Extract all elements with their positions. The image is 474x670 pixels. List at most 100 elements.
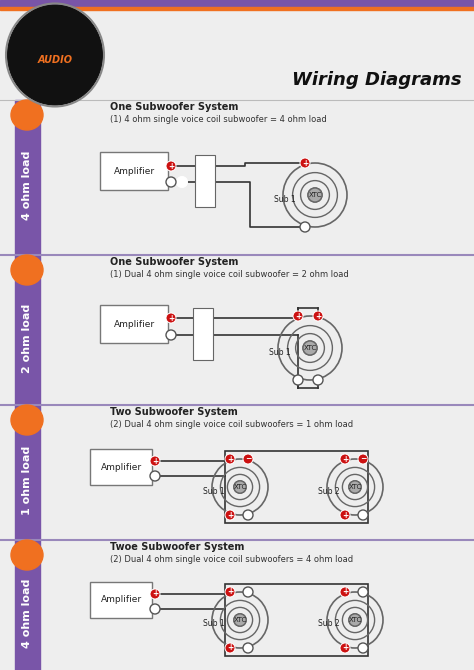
Circle shape xyxy=(340,587,350,597)
Text: +: + xyxy=(152,456,158,466)
Circle shape xyxy=(225,643,235,653)
Bar xyxy=(90,582,152,618)
Text: Amplifier: Amplifier xyxy=(100,596,142,604)
Text: Sub 2: Sub 2 xyxy=(318,486,339,496)
Bar xyxy=(100,152,168,190)
Text: +: + xyxy=(227,511,233,519)
Circle shape xyxy=(225,587,235,597)
Text: −: − xyxy=(302,222,308,232)
Circle shape xyxy=(313,375,323,385)
Text: +: + xyxy=(227,588,233,596)
Circle shape xyxy=(308,188,322,202)
Text: Sub 1: Sub 1 xyxy=(274,194,295,204)
Text: −: − xyxy=(245,588,251,596)
Circle shape xyxy=(300,222,310,232)
Text: Two Subwoofer System: Two Subwoofer System xyxy=(110,407,238,417)
Text: +: + xyxy=(342,643,348,653)
Text: −: − xyxy=(168,330,174,340)
Text: Sub 1: Sub 1 xyxy=(269,348,291,356)
Text: 2 ohm load: 2 ohm load xyxy=(22,304,32,373)
Circle shape xyxy=(166,313,176,323)
Bar xyxy=(100,305,168,343)
Text: 4 ohm load: 4 ohm load xyxy=(22,151,32,220)
Text: XTC: XTC xyxy=(233,617,246,623)
Text: Amplifier: Amplifier xyxy=(113,320,155,328)
Text: 1 ohm load: 1 ohm load xyxy=(22,446,32,515)
Ellipse shape xyxy=(11,540,43,570)
Circle shape xyxy=(340,643,350,653)
Text: +: + xyxy=(315,312,321,320)
Circle shape xyxy=(293,311,303,321)
Text: −: − xyxy=(245,643,251,653)
Bar xyxy=(0,7,474,10)
Text: +: + xyxy=(152,590,158,598)
Circle shape xyxy=(243,510,253,520)
Circle shape xyxy=(303,341,317,355)
Circle shape xyxy=(243,643,253,653)
Ellipse shape xyxy=(11,100,43,130)
Text: Sub 1: Sub 1 xyxy=(202,486,224,496)
Text: 4 ohm load: 4 ohm load xyxy=(22,578,32,648)
Circle shape xyxy=(166,161,176,171)
Circle shape xyxy=(243,454,253,464)
Text: +: + xyxy=(168,314,174,322)
Text: (2) Dual 4 ohm single voice coil subwoofers = 4 ohm load: (2) Dual 4 ohm single voice coil subwoof… xyxy=(110,555,353,564)
Circle shape xyxy=(300,158,310,168)
Circle shape xyxy=(358,510,368,520)
Bar xyxy=(15,540,40,670)
Bar xyxy=(0,0,474,7)
Text: (2) Dual 4 ohm single voice coil subwoofers = 1 ohm load: (2) Dual 4 ohm single voice coil subwoof… xyxy=(110,420,353,429)
Bar xyxy=(193,308,213,360)
Text: −: − xyxy=(360,454,366,464)
Circle shape xyxy=(349,481,361,493)
Circle shape xyxy=(340,510,350,520)
Text: −: − xyxy=(152,472,158,480)
Text: Sub 2: Sub 2 xyxy=(318,620,339,628)
Circle shape xyxy=(150,589,160,599)
Circle shape xyxy=(150,471,160,481)
Text: +: + xyxy=(342,454,348,464)
Bar xyxy=(225,451,368,523)
Text: XTC: XTC xyxy=(348,484,362,490)
Text: +: + xyxy=(342,588,348,596)
Text: Twoe Subwoofer System: Twoe Subwoofer System xyxy=(110,542,245,552)
Circle shape xyxy=(349,614,361,626)
Text: (1) Dual 4 ohm single voice coil subwoofer = 2 ohm load: (1) Dual 4 ohm single voice coil subwoof… xyxy=(110,270,349,279)
Text: −: − xyxy=(245,454,251,464)
Circle shape xyxy=(358,454,368,464)
Text: XTC: XTC xyxy=(348,617,362,623)
Text: +: + xyxy=(227,454,233,464)
Text: +: + xyxy=(342,511,348,519)
Circle shape xyxy=(313,311,323,321)
Circle shape xyxy=(340,454,350,464)
Text: AUDIO: AUDIO xyxy=(37,55,73,65)
Text: Amplifier: Amplifier xyxy=(113,167,155,176)
Circle shape xyxy=(166,330,176,340)
Text: Amplifier: Amplifier xyxy=(100,462,142,472)
Circle shape xyxy=(358,643,368,653)
Circle shape xyxy=(225,510,235,520)
Text: One Subwoofer System: One Subwoofer System xyxy=(110,257,238,267)
Text: XTC: XTC xyxy=(309,192,322,198)
Text: XTC: XTC xyxy=(233,484,246,490)
Bar xyxy=(15,100,40,255)
Bar xyxy=(15,255,40,405)
Circle shape xyxy=(225,454,235,464)
Text: −: − xyxy=(315,375,321,385)
Text: −: − xyxy=(295,375,301,385)
Bar xyxy=(90,449,152,485)
Text: XTC: XTC xyxy=(303,345,317,351)
Text: −: − xyxy=(360,643,366,653)
Circle shape xyxy=(358,587,368,597)
Bar xyxy=(195,155,215,207)
Text: +: + xyxy=(295,312,301,320)
Circle shape xyxy=(176,176,188,188)
Circle shape xyxy=(243,587,253,597)
Circle shape xyxy=(150,456,160,466)
Circle shape xyxy=(166,177,176,187)
Text: −: − xyxy=(360,511,366,519)
Circle shape xyxy=(234,614,246,626)
Text: +: + xyxy=(302,159,308,168)
Circle shape xyxy=(293,375,303,385)
Ellipse shape xyxy=(8,5,102,105)
